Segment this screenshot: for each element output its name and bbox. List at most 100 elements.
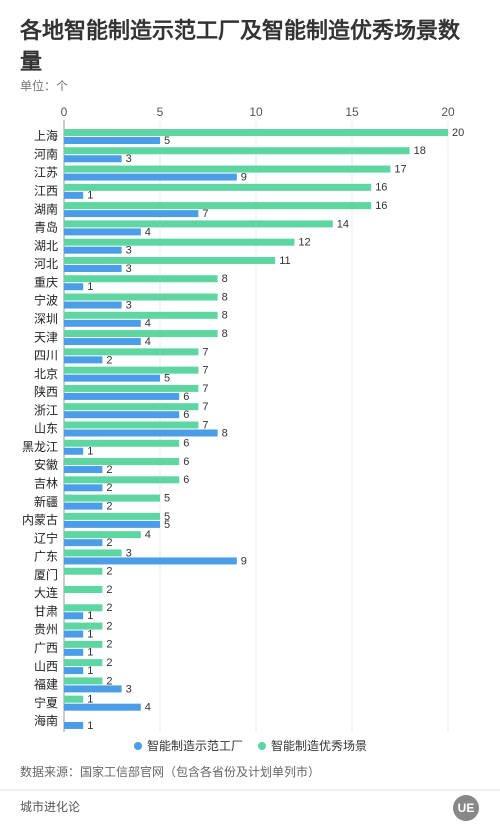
legend-label: 智能制造优秀场景: [271, 738, 367, 753]
bar: [64, 293, 218, 301]
bar: [64, 640, 103, 648]
bar: [64, 586, 103, 593]
category-label: 山西: [34, 659, 58, 673]
value-label: 2: [106, 584, 112, 596]
value-label: 8: [222, 328, 228, 340]
value-label: 4: [145, 529, 151, 541]
value-label: 1: [87, 281, 93, 293]
bar: [64, 549, 122, 557]
bar: [64, 458, 180, 466]
category-label: 宁夏: [34, 695, 58, 710]
value-label: 4: [145, 702, 151, 714]
value-label: 4: [145, 318, 151, 330]
value-label: 7: [202, 401, 208, 413]
bar: [64, 147, 410, 155]
value-label: 7: [202, 383, 208, 395]
category-label: 重庆: [34, 275, 58, 289]
value-label: 3: [126, 547, 132, 559]
value-label: 8: [222, 310, 228, 322]
value-label: 7: [202, 346, 208, 358]
bar: [64, 667, 84, 675]
category-label: 内蒙古: [22, 512, 58, 527]
bar: [64, 659, 103, 667]
bar: [64, 466, 103, 474]
bar: [64, 301, 122, 309]
chart-title: 各地智能制造示范工厂及智能制造优秀场景数量: [19, 18, 461, 74]
bar: [64, 183, 372, 191]
category-label: 黑龙江: [22, 440, 58, 454]
value-label: 3: [126, 683, 132, 695]
value-label: 6: [183, 474, 189, 486]
value-label: 3: [126, 263, 132, 275]
value-label: 11: [279, 255, 290, 267]
value-label: 1: [87, 628, 93, 640]
value-label: 5: [164, 511, 170, 523]
category-label: 福建: [34, 677, 58, 692]
bar: [64, 411, 180, 419]
value-label: 1: [87, 647, 93, 659]
bar: [64, 502, 103, 510]
category-label: 江西: [34, 184, 58, 198]
bar: [64, 264, 122, 272]
category-label: 安徽: [34, 457, 58, 472]
bar: [64, 348, 199, 356]
bar: [64, 366, 199, 374]
source-note: 数据来源：国家工信部官网（包含各省份及计划单列市）: [20, 764, 320, 779]
bar: [64, 220, 333, 228]
value-label: 8: [222, 427, 228, 439]
value-label: 7: [202, 365, 208, 377]
bar: [64, 612, 84, 620]
value-label: 2: [106, 501, 112, 513]
category-label: 贵州: [34, 623, 58, 637]
bar: [64, 228, 141, 236]
bar: [64, 319, 141, 327]
bar: [64, 165, 391, 173]
category-label: 广西: [34, 641, 58, 655]
bar: [64, 275, 218, 283]
value-label: 9: [241, 555, 247, 567]
value-label: 1: [87, 694, 93, 706]
bar: [64, 484, 103, 492]
value-label: 5: [164, 373, 170, 385]
value-label: 5: [164, 135, 170, 147]
value-label: 3: [126, 299, 132, 311]
value-label: 2: [106, 482, 112, 494]
value-label: 20: [452, 127, 464, 139]
bar: [64, 155, 122, 163]
value-label: 1: [87, 720, 93, 732]
bar: [64, 567, 103, 575]
bar: [64, 648, 84, 656]
x-tick-label: 10: [249, 105, 263, 119]
bar: [64, 356, 103, 364]
category-label: 上海: [34, 128, 58, 143]
x-tick-label: 0: [61, 105, 68, 119]
bar: [64, 520, 160, 528]
bar: [64, 421, 199, 429]
value-label: 5: [164, 519, 170, 531]
value-label: 18: [414, 145, 426, 157]
category-label: 新疆: [34, 494, 58, 509]
value-label: 2: [106, 354, 112, 366]
category-label: 宁波: [34, 293, 58, 308]
value-label: 4: [145, 226, 151, 238]
bar: [64, 403, 199, 411]
bar: [64, 531, 141, 539]
logo: UE: [458, 801, 475, 815]
value-label: 5: [164, 493, 170, 505]
category-label: 湖北: [34, 238, 58, 253]
bar: [64, 557, 237, 565]
value-label: 2: [106, 566, 112, 578]
bar: [64, 685, 122, 693]
brand: 城市进化论: [20, 799, 80, 814]
value-label: 2: [106, 639, 112, 651]
logo-circle: [453, 795, 479, 821]
bar: [64, 137, 160, 144]
category-label: 江苏: [34, 166, 58, 180]
category-label: 天津: [34, 330, 58, 344]
bar: [64, 703, 141, 711]
value-label: 14: [337, 218, 349, 230]
value-label: 2: [106, 602, 112, 614]
value-label: 12: [298, 237, 310, 249]
bar: [64, 476, 180, 484]
